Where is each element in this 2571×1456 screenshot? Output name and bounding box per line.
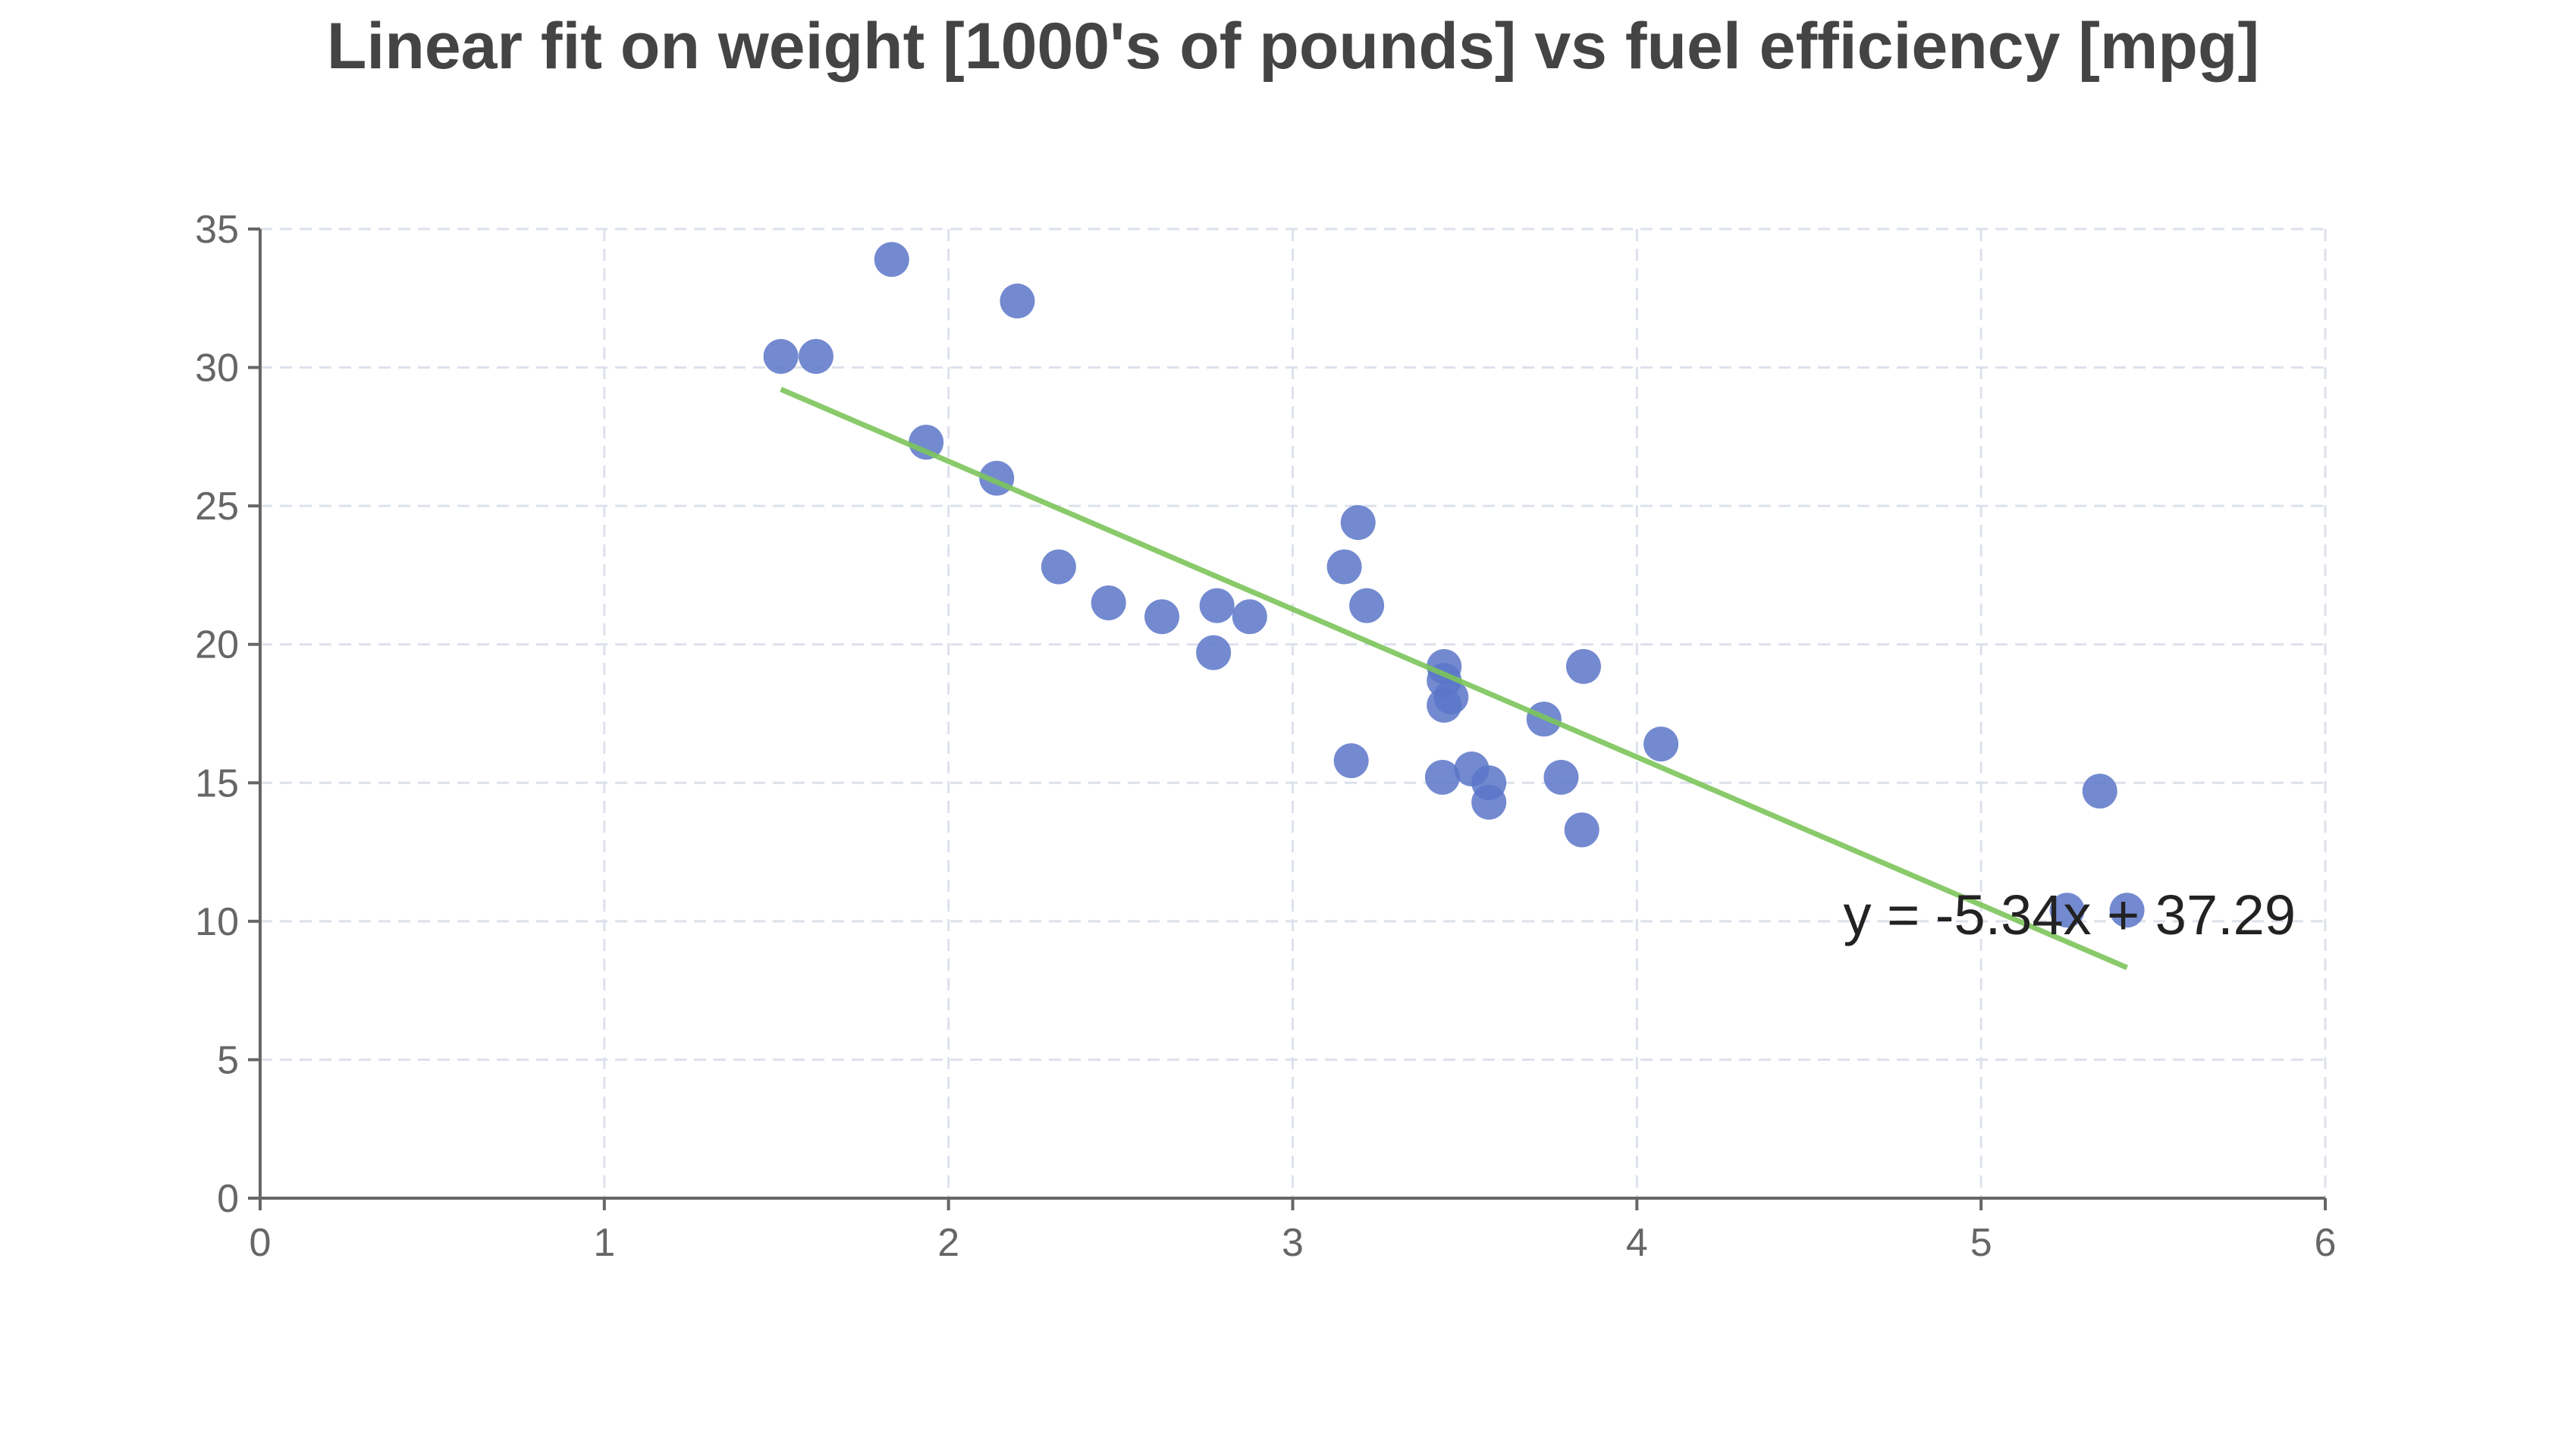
data-point [1565, 648, 1601, 684]
y-tick-label: 5 [217, 1038, 239, 1082]
data-point [1564, 812, 1599, 848]
y-tick-label: 25 [195, 485, 239, 529]
data-point [874, 242, 909, 278]
data-point [1427, 688, 1462, 723]
data-point [1643, 726, 1679, 762]
data-point [2049, 893, 2085, 928]
data-point [1091, 585, 1126, 620]
y-tick-label: 15 [195, 761, 239, 805]
data-point [909, 425, 944, 460]
tick-labels: 0 1 2 3 4 5 6 0 5 10 15 20 25 30 35 [195, 208, 2336, 1265]
data-point [1326, 549, 1362, 585]
x-tick-label: 4 [1626, 1221, 1648, 1265]
data-point [798, 338, 833, 374]
fit-equation-annotation: y = -5.34x + 37.29 [1843, 883, 2296, 946]
x-tick-label: 1 [593, 1221, 615, 1265]
data-point [763, 338, 799, 374]
fit-line-group [780, 387, 2128, 971]
data-point [1349, 588, 1385, 623]
data-point [1000, 283, 1035, 318]
y-tick-label: 10 [195, 900, 239, 944]
x-tick-label: 6 [2315, 1221, 2337, 1265]
data-point [1041, 549, 1076, 585]
x-tick-label: 2 [937, 1221, 959, 1265]
data-point [1196, 635, 1232, 670]
data-point [1144, 599, 1180, 635]
data-point [1543, 759, 1579, 795]
y-tick-label: 0 [217, 1177, 239, 1221]
data-point [1340, 505, 1376, 541]
y-tick-label: 20 [195, 623, 239, 667]
grid [260, 228, 2327, 1198]
fit-line [780, 387, 2128, 971]
data-point [1424, 759, 1460, 795]
data-point [1232, 599, 1267, 635]
data-point [1199, 588, 1235, 623]
x-tick-label: 5 [1970, 1221, 1992, 1265]
chart-title: Linear fit on weight [1000's of pounds] … [327, 10, 2259, 83]
data-point [2109, 893, 2145, 928]
axes [248, 228, 2327, 1210]
data-point [2082, 774, 2117, 809]
data-point [1333, 743, 1369, 779]
y-tick-label: 30 [195, 347, 239, 391]
x-tick-label: 0 [250, 1221, 272, 1265]
y-tick-label: 35 [195, 208, 239, 252]
data-points [763, 242, 2145, 928]
x-tick-label: 3 [1282, 1221, 1304, 1265]
data-point [1471, 765, 1507, 801]
